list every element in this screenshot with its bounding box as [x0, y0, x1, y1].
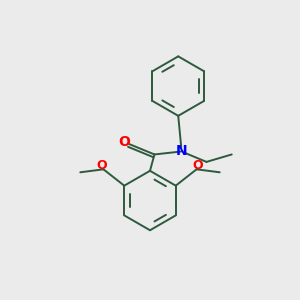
Text: O: O: [193, 159, 203, 172]
Text: O: O: [118, 135, 130, 149]
Text: N: N: [176, 144, 188, 158]
Text: O: O: [97, 159, 107, 172]
